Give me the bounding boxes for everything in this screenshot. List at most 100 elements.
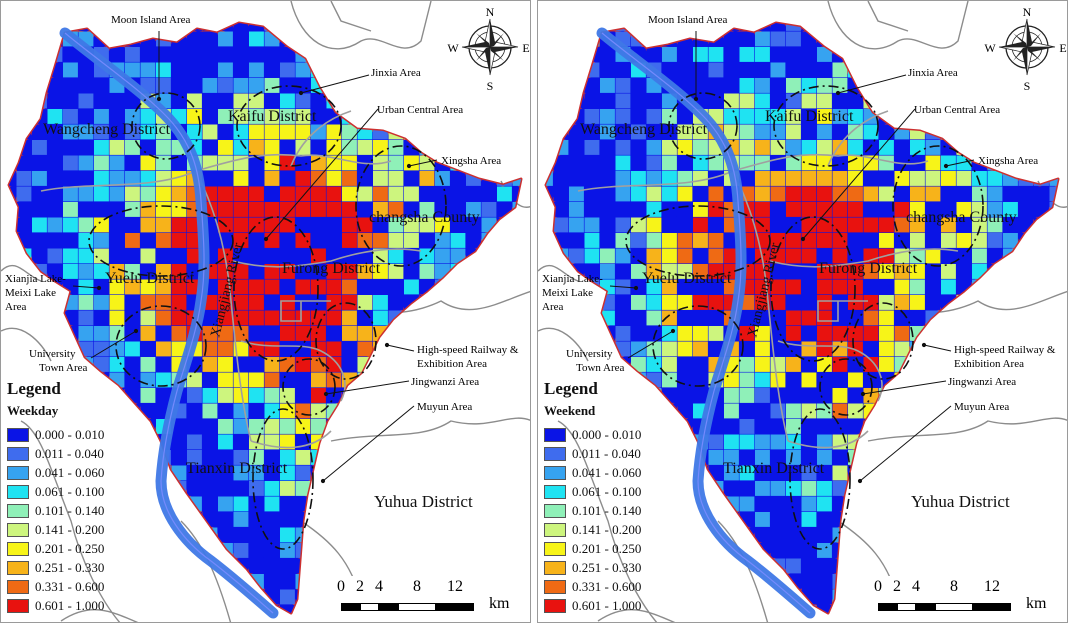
grid-cell — [326, 295, 342, 310]
grid-cell — [32, 23, 47, 31]
grid-cell — [863, 264, 879, 279]
grid-cell — [342, 326, 357, 341]
grid-cell — [280, 403, 295, 419]
grid-cell — [357, 558, 373, 574]
grid-cell — [832, 47, 848, 62]
grid-cell — [739, 465, 755, 481]
grid-cell — [326, 450, 342, 465]
grid-cell — [770, 202, 786, 217]
grid-cell — [280, 341, 295, 357]
grid-cell — [910, 202, 925, 217]
legend-subtitle: Weekend — [544, 403, 596, 418]
grid-cell — [879, 481, 894, 496]
grid-cell — [817, 527, 832, 543]
grid-cell — [646, 124, 662, 140]
grid-cell — [677, 527, 693, 543]
grid-cell — [466, 124, 481, 140]
grid-cell — [1065, 140, 1068, 155]
grid-cell — [832, 31, 848, 47]
legend-item: 0.041 - 0.060 — [544, 463, 662, 482]
grid-cell — [125, 589, 140, 605]
grid-cell — [450, 279, 466, 295]
scale-tick: 8 — [413, 578, 421, 595]
grid-cell — [770, 233, 786, 248]
grid-cell — [450, 527, 466, 543]
grid-cell — [512, 543, 521, 558]
grid-cell — [218, 465, 233, 481]
grid-cell — [295, 465, 311, 481]
label-jinxia: Jinxia Area — [908, 67, 958, 79]
grid-cell — [646, 295, 662, 310]
grid-cell — [218, 512, 233, 527]
grid-cell — [708, 605, 724, 613]
grid-cell — [218, 326, 233, 341]
grid-cell — [481, 496, 497, 512]
grid-cell — [140, 341, 156, 357]
grid-cell — [879, 419, 894, 434]
grid-cell — [233, 388, 249, 403]
grid-cell — [708, 419, 724, 434]
grid-cell — [16, 47, 32, 62]
grid-cell — [187, 62, 202, 78]
grid-cell — [218, 171, 233, 186]
grid-cell — [342, 62, 357, 78]
map-canvas: N S E W Wangcheng District Kaifu Distric… — [538, 1, 1068, 622]
grid-cell — [156, 326, 171, 341]
grid-cell — [817, 589, 832, 605]
grid-cell — [1018, 465, 1034, 481]
grid-cell — [708, 31, 724, 47]
grid-cell — [481, 372, 497, 388]
legend-item: 0.601 - 1.000 — [544, 596, 662, 615]
legend-swatch — [544, 560, 566, 575]
grid-cell — [171, 450, 187, 465]
grid-cell — [1049, 109, 1058, 124]
grid-cell — [249, 124, 264, 140]
legend-item: 0.251 - 0.330 — [7, 558, 125, 577]
grid-cell — [1034, 465, 1049, 481]
grid-cell — [646, 248, 662, 264]
grid-cell — [32, 186, 47, 202]
grid-cell — [187, 372, 202, 388]
grid-cell — [404, 23, 419, 31]
label-xianjia-1: Xianjia Lake- — [542, 273, 603, 285]
grid-cell — [801, 202, 817, 217]
label-xianjia-3: Area — [5, 301, 26, 313]
grid-cell — [47, 326, 63, 341]
grid-cell — [388, 326, 404, 341]
grid-cell — [662, 171, 677, 186]
grid-cell — [171, 558, 187, 574]
grid-cell — [724, 434, 739, 450]
grid-cell — [925, 512, 941, 527]
grid-cell — [264, 93, 280, 109]
grid-cell — [125, 295, 140, 310]
grid-cell — [770, 62, 786, 78]
grid-cell — [817, 481, 832, 496]
grid-cell — [249, 372, 264, 388]
grid-cell — [528, 574, 531, 589]
legend-swatch — [7, 503, 29, 518]
grid-cell — [63, 264, 78, 279]
grid-cell — [1018, 93, 1034, 109]
grid-cell — [786, 388, 801, 403]
grid-cell — [987, 202, 1003, 217]
grid-cell — [528, 326, 531, 341]
grid-cell — [357, 496, 373, 512]
grid-cell — [233, 109, 249, 124]
grid-cell — [512, 450, 521, 465]
grid-cell — [233, 310, 249, 326]
grid-cell — [832, 62, 848, 78]
grid-cell — [326, 434, 342, 450]
grid-cell — [863, 217, 879, 233]
grid-cell — [1018, 434, 1034, 450]
grid-cell — [156, 527, 171, 543]
grid-cell — [202, 47, 218, 62]
grid-cell — [894, 481, 910, 496]
grid-cell — [832, 279, 848, 295]
grid-cell — [755, 403, 770, 419]
grid-cell — [987, 233, 1003, 248]
grid-cell — [311, 496, 326, 512]
grid-cell — [1034, 62, 1049, 78]
grid-cell — [987, 264, 1003, 279]
grid-cell — [419, 47, 435, 62]
grid-cell — [662, 527, 677, 543]
